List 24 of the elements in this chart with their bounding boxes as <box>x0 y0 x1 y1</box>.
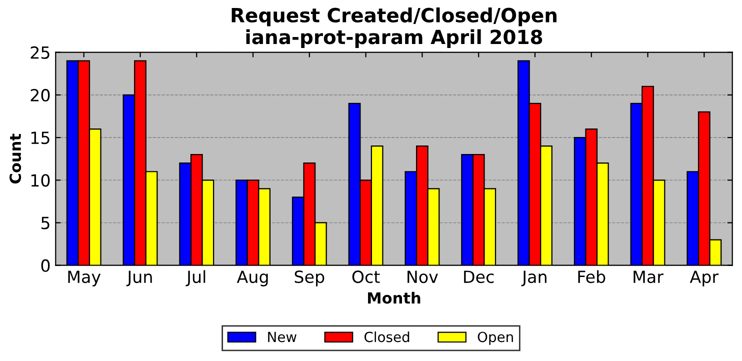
x-tick-label: Apr <box>690 270 719 286</box>
x-tick-label: Jan <box>521 270 546 286</box>
y-tick-label: 25 <box>30 46 50 59</box>
y-tick-label: 20 <box>30 88 50 102</box>
y-tick-label: 0 <box>41 259 50 272</box>
x-tick-label: Dec <box>464 270 494 284</box>
x-tick-label: Mar <box>634 270 664 284</box>
x-axis-title: Month <box>368 292 420 304</box>
x-tick-label: Oct <box>352 270 380 284</box>
x-tick-label: Jun <box>126 270 152 286</box>
x-tick-label: Feb <box>578 270 606 284</box>
y-tick-label: 5 <box>41 216 50 230</box>
x-tick-label: Aug <box>236 270 268 286</box>
y-tick-label: 15 <box>31 132 50 144</box>
x-tick-label: Sep <box>294 270 324 286</box>
legend-label: Closed <box>364 331 410 342</box>
legend-label: New <box>268 332 296 342</box>
x-tick-label: May <box>68 270 101 286</box>
x-tick-label: Jul <box>186 270 206 286</box>
x-tick-label: Nov <box>408 270 438 284</box>
chart-title: Request Created/Closed/Open iana-prot-param April 2018 <box>232 7 556 48</box>
legend-label: Open <box>478 332 513 345</box>
y-tick-label: 10 <box>31 174 50 187</box>
y-axis-title: Count <box>10 134 22 184</box>
